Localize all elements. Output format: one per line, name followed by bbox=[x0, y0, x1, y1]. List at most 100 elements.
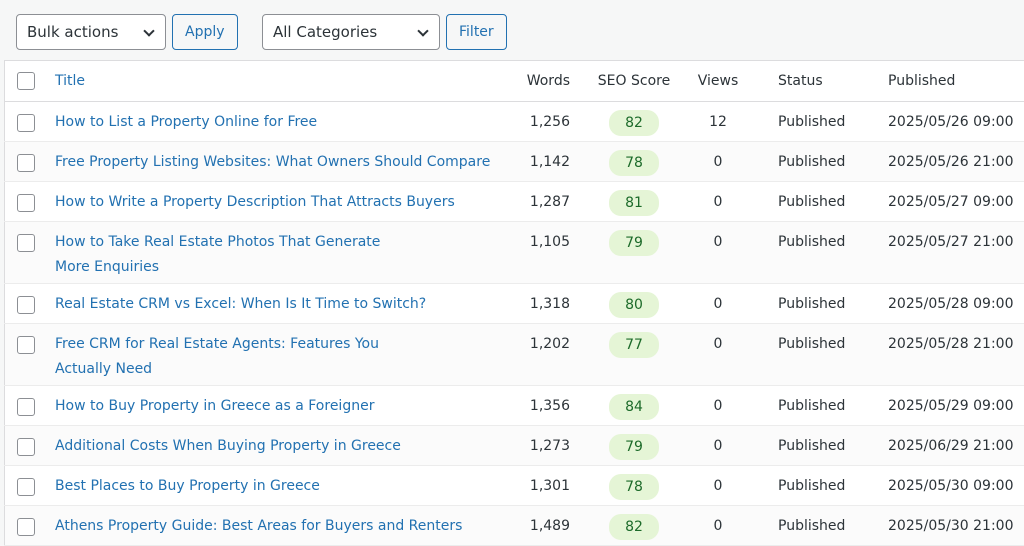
checkbox[interactable] bbox=[17, 194, 35, 212]
category-select[interactable]: All Categories bbox=[262, 14, 440, 50]
title-sort-link[interactable]: Title bbox=[55, 73, 85, 89]
view-count: 0 bbox=[688, 182, 748, 222]
checkbox-cell bbox=[5, 426, 56, 466]
checkbox[interactable] bbox=[17, 336, 35, 354]
title-cell: Additional Costs When Buying Property in… bbox=[55, 426, 495, 466]
checkbox[interactable] bbox=[17, 72, 35, 90]
post-title-link[interactable]: Athens Property Guide: Best Areas for Bu… bbox=[55, 518, 462, 534]
header-row: Title Words SEO Score Views Status Publi… bbox=[5, 61, 1024, 102]
checkbox[interactable] bbox=[17, 398, 35, 416]
seo-score-badge: 82 bbox=[609, 110, 659, 136]
checkbox[interactable] bbox=[17, 438, 35, 456]
publish-date: 2025/05/26 09:00 bbox=[888, 102, 1024, 142]
post-title[interactable]: Best Places to Buy Property in Greece bbox=[55, 474, 320, 499]
title-cell: Best Places to Buy Property in Greece bbox=[55, 466, 495, 506]
filter-button[interactable]: Filter bbox=[446, 14, 507, 50]
table-body: How to List a Property Online for Free 1,… bbox=[5, 102, 1024, 546]
title-cell: Free CRM for Real Estate Agents: Feature… bbox=[55, 324, 495, 386]
column-header[interactable]: Title bbox=[55, 61, 495, 102]
column-header: Words bbox=[495, 61, 580, 102]
checkbox[interactable] bbox=[17, 234, 35, 252]
seo-cell: 79 bbox=[580, 426, 688, 466]
seo-cell: 81 bbox=[580, 182, 688, 222]
publish-date: 2025/05/29 09:00 bbox=[888, 386, 1024, 426]
publish-date: 2025/05/28 09:00 bbox=[888, 284, 1024, 324]
view-count: 0 bbox=[688, 222, 748, 284]
title-cell: How to Buy Property in Greece as a Forei… bbox=[55, 386, 495, 426]
seo-score-badge: 82 bbox=[609, 514, 659, 540]
publish-date: 2025/05/26 21:00 bbox=[888, 142, 1024, 182]
publish-date: 2025/05/30 21:00 bbox=[888, 506, 1024, 546]
toolbar: Bulk actions Apply All Categories Filter bbox=[0, 0, 1024, 60]
checkbox[interactable] bbox=[17, 296, 35, 314]
post-title[interactable]: How to Write a Property Description That… bbox=[55, 190, 455, 215]
post-status: Published bbox=[748, 142, 888, 182]
post-title-link[interactable]: How to Buy Property in Greece as a Forei… bbox=[55, 398, 374, 414]
title-cell: How to List a Property Online for Free bbox=[55, 102, 495, 142]
view-count: 0 bbox=[688, 324, 748, 386]
checkbox[interactable] bbox=[17, 518, 35, 536]
post-title[interactable]: Real Estate CRM vs Excel: When Is It Tim… bbox=[55, 292, 426, 317]
checkbox-cell bbox=[5, 386, 56, 426]
seo-cell: 78 bbox=[580, 466, 688, 506]
post-status: Published bbox=[748, 324, 888, 386]
post-row: Free CRM for Real Estate Agents: Feature… bbox=[5, 324, 1024, 386]
post-title-link[interactable]: Free Property Listing Websites: What Own… bbox=[55, 154, 490, 170]
view-count: 12 bbox=[688, 102, 748, 142]
seo-cell: 77 bbox=[580, 324, 688, 386]
view-count: 0 bbox=[688, 284, 748, 324]
post-status: Published bbox=[748, 426, 888, 466]
post-title[interactable]: Athens Property Guide: Best Areas for Bu… bbox=[55, 514, 462, 539]
post-title[interactable]: How to Take Real Estate Photos That Gene… bbox=[55, 230, 395, 280]
post-title-link[interactable]: Real Estate CRM vs Excel: When Is It Tim… bbox=[55, 296, 426, 312]
checkbox-cell bbox=[5, 324, 56, 386]
post-title-link[interactable]: How to List a Property Online for Free bbox=[55, 114, 317, 130]
post-title[interactable]: How to Buy Property in Greece as a Forei… bbox=[55, 394, 374, 419]
post-title[interactable]: Free Property Listing Websites: What Own… bbox=[55, 150, 490, 175]
post-title-link[interactable]: Best Places to Buy Property in Greece bbox=[55, 478, 320, 494]
column-header: SEO Score bbox=[580, 61, 688, 102]
post-row: How to Write a Property Description That… bbox=[5, 182, 1024, 222]
seo-cell: 82 bbox=[580, 102, 688, 142]
checkbox[interactable] bbox=[17, 478, 35, 496]
seo-cell: 79 bbox=[580, 222, 688, 284]
post-title-link[interactable]: How to Write a Property Description That… bbox=[55, 194, 455, 210]
posts-table: Title Words SEO Score Views Status Publi… bbox=[4, 60, 1024, 546]
seo-score-badge: 84 bbox=[609, 394, 659, 420]
seo-score-badge: 78 bbox=[609, 150, 659, 176]
post-title[interactable]: Free CRM for Real Estate Agents: Feature… bbox=[55, 332, 395, 382]
post-title[interactable]: How to List a Property Online for Free bbox=[55, 110, 317, 135]
view-count: 0 bbox=[688, 506, 748, 546]
checkbox-cell bbox=[5, 506, 56, 546]
column-header: Views bbox=[688, 61, 748, 102]
post-row: Additional Costs When Buying Property in… bbox=[5, 426, 1024, 466]
word-count: 1,105 bbox=[495, 222, 580, 284]
title-cell: How to Take Real Estate Photos That Gene… bbox=[55, 222, 495, 284]
checkbox-cell bbox=[5, 466, 56, 506]
post-status: Published bbox=[748, 102, 888, 142]
post-title-link[interactable]: How to Take Real Estate Photos That Gene… bbox=[55, 259, 395, 275]
word-count: 1,202 bbox=[495, 324, 580, 386]
column-header: Status bbox=[748, 61, 888, 102]
column-header: Published bbox=[888, 61, 1024, 102]
word-count: 1,287 bbox=[495, 182, 580, 222]
bulk-actions-select[interactable]: Bulk actions bbox=[16, 14, 166, 50]
post-title[interactable]: Additional Costs When Buying Property in… bbox=[55, 434, 401, 459]
apply-button[interactable]: Apply bbox=[172, 14, 238, 50]
word-count: 1,256 bbox=[495, 102, 580, 142]
publish-date: 2025/06/29 21:00 bbox=[888, 426, 1024, 466]
checkbox[interactable] bbox=[17, 154, 35, 172]
seo-cell: 84 bbox=[580, 386, 688, 426]
title-cell: Athens Property Guide: Best Areas for Bu… bbox=[55, 506, 495, 546]
checkbox[interactable] bbox=[17, 114, 35, 132]
title-cell: Real Estate CRM vs Excel: When Is It Tim… bbox=[55, 284, 495, 324]
seo-score-badge: 81 bbox=[609, 190, 659, 216]
post-status: Published bbox=[748, 386, 888, 426]
post-row: Free Property Listing Websites: What Own… bbox=[5, 142, 1024, 182]
post-title-link[interactable]: Additional Costs When Buying Property in… bbox=[55, 438, 401, 454]
publish-date: 2025/05/27 09:00 bbox=[888, 182, 1024, 222]
post-title-link[interactable]: Free CRM for Real Estate Agents: Feature… bbox=[55, 361, 395, 377]
word-count: 1,142 bbox=[495, 142, 580, 182]
